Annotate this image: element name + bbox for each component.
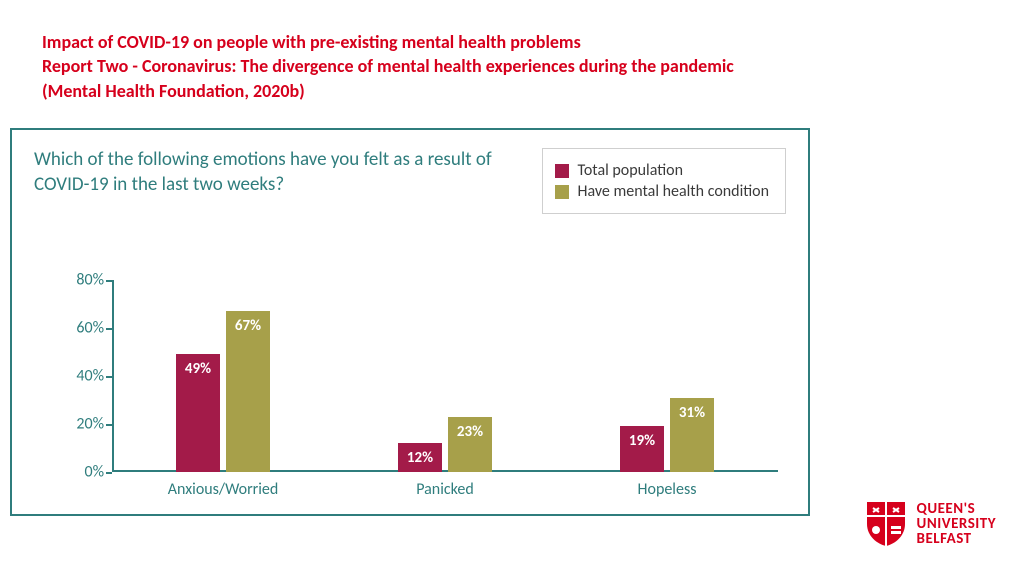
y-tick-mark xyxy=(106,424,112,426)
heading-line-1: Impact of COVID-19 on people with pre-ex… xyxy=(42,30,982,54)
y-tick-mark xyxy=(106,376,112,378)
bar-group: 49%67%Anxious/Worried xyxy=(112,280,334,472)
logo-text: QUEEN'S UNIVERSITY BELFAST xyxy=(917,502,996,547)
bar: 19% xyxy=(620,426,664,472)
bar: 67% xyxy=(226,311,270,472)
y-tick-mark xyxy=(106,280,112,282)
bar-group: 12%23%Panicked xyxy=(334,280,556,472)
legend-label: Total population xyxy=(577,161,683,180)
y-tick-label: 0% xyxy=(84,463,104,482)
university-logo: QUEEN'S UNIVERSITY BELFAST xyxy=(865,500,996,548)
y-tick-label: 60% xyxy=(76,319,104,338)
bar: 49% xyxy=(176,354,220,472)
bar-group: 19%31%Hopeless xyxy=(556,280,778,472)
y-tick-label: 40% xyxy=(76,367,104,386)
bar-groups: 49%67%Anxious/Worried12%23%Panicked19%31… xyxy=(112,280,778,472)
category-label: Panicked xyxy=(334,480,556,499)
heading-block: Impact of COVID-19 on people with pre-ex… xyxy=(42,30,982,103)
y-tick-label: 20% xyxy=(76,415,104,434)
bar: 23% xyxy=(448,417,492,472)
y-tick-mark xyxy=(106,472,112,474)
chart-header-row: Which of the following emotions have you… xyxy=(34,148,786,214)
shield-icon xyxy=(865,500,907,548)
plot-area: 49%67%Anxious/Worried12%23%Panicked19%31… xyxy=(112,280,778,472)
logo-line-3: BELFAST xyxy=(917,532,996,547)
chart-container: Which of the following emotions have you… xyxy=(10,128,810,516)
bar: 31% xyxy=(670,398,714,472)
slide: Impact of COVID-19 on people with pre-ex… xyxy=(0,0,1024,576)
y-tick-mark xyxy=(106,328,112,330)
legend-label: Have mental health condition xyxy=(577,182,769,201)
bar: 12% xyxy=(398,443,442,472)
legend-item: Have mental health condition xyxy=(555,182,769,201)
category-label: Anxious/Worried xyxy=(112,480,334,499)
category-label: Hopeless xyxy=(556,480,778,499)
y-tick-label: 80% xyxy=(76,271,104,290)
heading-line-3: (Mental Health Foundation, 2020b) xyxy=(42,79,982,103)
heading-line-2: Report Two - Coronavirus: The divergence… xyxy=(42,54,982,78)
legend-swatch xyxy=(555,164,569,178)
legend: Total population Have mental health condi… xyxy=(542,148,786,214)
legend-swatch xyxy=(555,185,569,199)
chart-title: Which of the following emotions have you… xyxy=(34,148,524,197)
legend-item: Total population xyxy=(555,161,769,180)
